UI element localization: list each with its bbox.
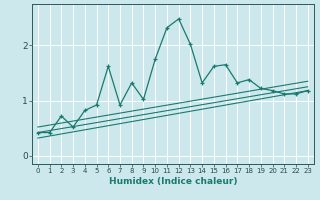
X-axis label: Humidex (Indice chaleur): Humidex (Indice chaleur)	[108, 177, 237, 186]
